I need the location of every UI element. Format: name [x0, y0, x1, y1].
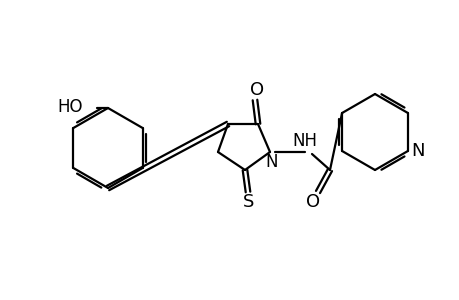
Text: NH: NH [292, 132, 317, 150]
Text: O: O [305, 193, 319, 211]
Text: S: S [243, 193, 254, 211]
Text: N: N [410, 142, 424, 160]
Text: HO: HO [57, 98, 83, 116]
Text: O: O [249, 81, 263, 99]
Text: N: N [265, 153, 278, 171]
